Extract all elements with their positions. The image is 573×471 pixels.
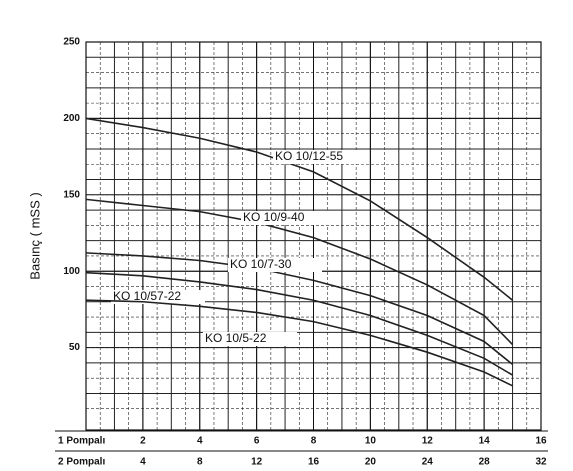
curve-label: KO 10/5-22 — [205, 331, 267, 345]
x-tick-label: 2 — [140, 436, 146, 447]
curve-label-bg — [241, 211, 335, 225]
curve-label: KO 10/9-40 — [243, 210, 305, 224]
curve-label: KO 10/7-30 — [230, 257, 292, 271]
curve-label-bg — [228, 258, 322, 272]
x-tick-label: 14 — [479, 436, 491, 447]
y-axis-label: Basınç ( mSS ) — [27, 192, 42, 279]
x2-tick-label: 4 — [140, 457, 146, 468]
x-tick-label: 12 — [422, 436, 434, 447]
x2-tick-label: 12 — [251, 457, 263, 468]
x-tick-label: 6 — [254, 436, 260, 447]
x2-tick-label: 20 — [365, 457, 377, 468]
y-tick-label: 200 — [63, 113, 80, 124]
curve — [85, 117, 514, 301]
x-tick-label: 16 — [535, 436, 547, 447]
x2-axis-label: 2 Pompalı — [58, 457, 105, 468]
x2-tick-label: 8 — [197, 457, 203, 468]
curve-label-bg — [203, 332, 297, 346]
curve-label-bg — [273, 150, 367, 164]
curve-label-bg — [111, 290, 205, 304]
y-tick-label: 100 — [63, 266, 80, 277]
y-tick-label: 50 — [69, 342, 81, 353]
x-tick-label: 4 — [197, 436, 203, 447]
curve — [85, 271, 513, 376]
curve-label: KO 10/12-55 — [275, 149, 343, 163]
x-tick-label: 10 — [365, 436, 377, 447]
curve — [85, 252, 514, 366]
x2-tick-label: 24 — [422, 457, 434, 468]
x-tick-label: 8 — [311, 436, 317, 447]
y-tick-label: 250 — [63, 37, 80, 48]
curve — [85, 299, 513, 387]
x2-tick-label: 28 — [479, 457, 491, 468]
y-tick-label: 150 — [63, 189, 80, 200]
x-axis-label: 1 Pompalı — [58, 436, 105, 447]
x2-tick-label: 32 — [535, 457, 547, 468]
curve — [85, 198, 514, 346]
curve-label: KO 10/57-22 — [113, 289, 181, 303]
x2-tick-label: 16 — [308, 457, 320, 468]
